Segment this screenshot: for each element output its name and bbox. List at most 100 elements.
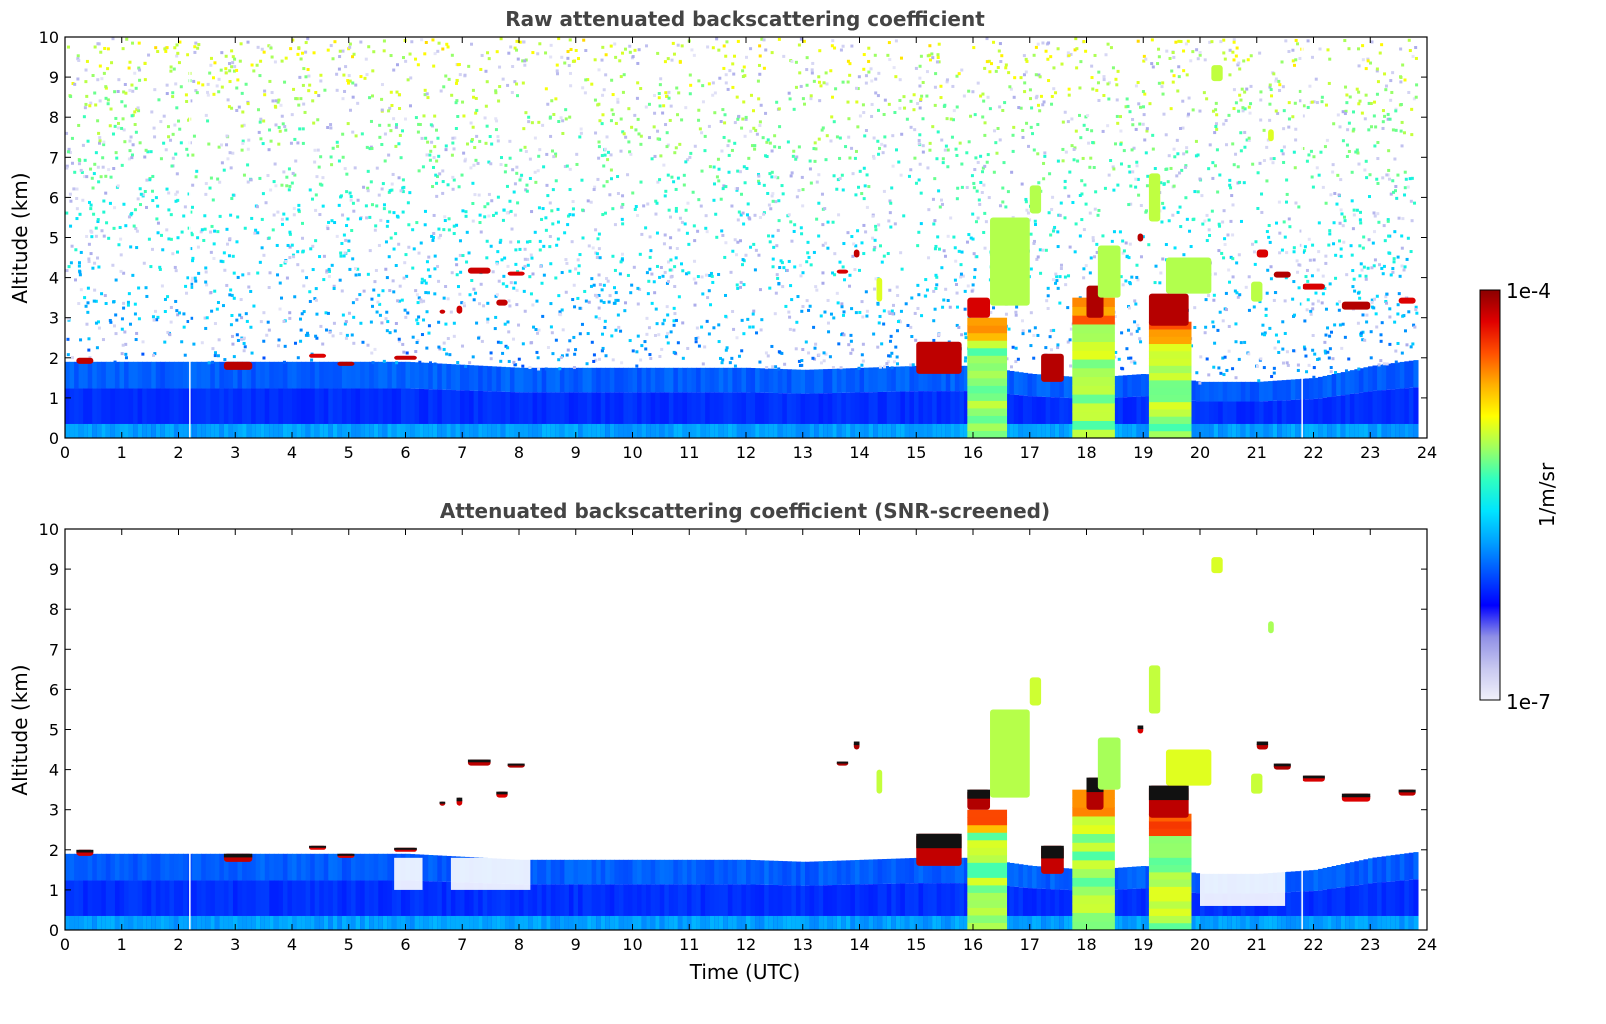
noise-speckle [1410, 133, 1413, 136]
noise-speckle [937, 56, 940, 59]
noise-speckle [1061, 148, 1064, 151]
noise-speckle [339, 255, 342, 258]
noise-speckle [524, 111, 527, 114]
aerosol-surface-strip [1259, 424, 1264, 438]
noise-speckle [855, 100, 858, 103]
noise-speckle [634, 128, 637, 131]
noise-speckle [398, 93, 401, 96]
noise-speckle [84, 159, 87, 162]
noise-speckle [807, 241, 810, 244]
noise-speckle [565, 262, 568, 265]
noise-speckle [1357, 91, 1360, 94]
noise-speckle [859, 114, 862, 117]
noise-speckle [223, 269, 226, 272]
noise-speckle [252, 305, 255, 308]
noise-speckle [278, 126, 281, 129]
aerosol-layer-strip [882, 367, 887, 392]
noise-speckle [472, 96, 475, 99]
noise-speckle [1329, 347, 1332, 350]
noise-speckle [130, 135, 133, 138]
noise-speckle [802, 97, 805, 100]
noise-speckle [1129, 357, 1132, 360]
noise-speckle [301, 250, 304, 253]
noise-speckle [605, 277, 608, 280]
noise-speckle [504, 170, 507, 173]
noise-speckle [310, 359, 313, 362]
noise-speckle [716, 175, 719, 178]
noise-speckle [920, 314, 923, 317]
noise-speckle [1245, 286, 1248, 289]
noise-speckle [164, 50, 167, 53]
noise-speckle [702, 362, 705, 365]
noise-speckle [1284, 39, 1287, 42]
noise-speckle [724, 294, 727, 297]
aerosol-surface-strip [1345, 424, 1350, 438]
noise-speckle [1304, 275, 1307, 278]
noise-speckle [1364, 117, 1367, 120]
noise-speckle [296, 250, 299, 253]
noise-speckle [688, 156, 691, 159]
noise-speckle [1134, 178, 1137, 181]
aerosol-layer-strip [333, 362, 338, 389]
noise-speckle [1313, 258, 1316, 261]
noise-speckle [939, 96, 942, 99]
noise-speckle [1398, 292, 1401, 295]
noise-speckle [299, 97, 302, 100]
noise-speckle [1265, 314, 1268, 317]
noise-speckle [1411, 177, 1414, 180]
noise-speckle [986, 60, 989, 63]
noise-speckle [1325, 308, 1328, 311]
noise-speckle [616, 175, 619, 178]
noise-speckle [709, 165, 712, 168]
noise-speckle [723, 256, 726, 259]
noise-speckle [350, 195, 353, 198]
noise-speckle [319, 155, 322, 158]
aerosol-layer-strip [206, 362, 211, 389]
noise-speckle [154, 46, 157, 49]
aerosol-layer-strip [197, 362, 202, 389]
noise-speckle [1309, 310, 1312, 313]
noise-speckle [323, 255, 326, 258]
noise-speckle [985, 220, 988, 223]
noise-speckle [1200, 194, 1203, 197]
noise-speckle [539, 240, 542, 243]
aerosol-surface-strip [197, 424, 202, 438]
noise-speckle [676, 247, 679, 250]
noise-speckle [288, 185, 291, 188]
noise-speckle [1270, 265, 1273, 268]
aerosol-layer-strip [260, 362, 265, 389]
noise-speckle [1339, 178, 1342, 181]
aerosol-surface-strip [587, 424, 592, 438]
noise-speckle [1189, 59, 1192, 62]
aerosol-surface-strip [1400, 424, 1405, 438]
noise-speckle [681, 321, 684, 324]
aerosol-surface-strip [1386, 424, 1391, 438]
noise-speckle [1266, 230, 1269, 233]
noise-speckle [910, 335, 913, 338]
noise-speckle [346, 334, 349, 337]
noise-speckle [115, 279, 118, 282]
noise-speckle [902, 95, 905, 98]
noise-speckle [862, 343, 865, 346]
noise-speckle [73, 171, 76, 174]
noise-speckle [427, 256, 430, 259]
noise-speckle [392, 290, 395, 293]
noise-speckle [551, 222, 554, 225]
noise-speckle [675, 319, 678, 322]
noise-speckle [601, 113, 604, 116]
noise-speckle [474, 292, 477, 295]
noise-speckle [1273, 372, 1276, 375]
noise-speckle [665, 335, 668, 338]
noise-speckle [1318, 221, 1321, 224]
noise-speckle [1261, 324, 1264, 327]
aerosol-surface-strip [850, 424, 855, 438]
noise-speckle [1330, 370, 1333, 373]
noise-speckle [769, 207, 772, 210]
noise-speckle [82, 144, 85, 147]
noise-speckle [544, 51, 547, 54]
noise-speckle [781, 184, 784, 187]
noise-speckle [658, 96, 661, 99]
noise-speckle [145, 295, 148, 298]
aerosol-surface-strip [88, 424, 93, 438]
noise-speckle [669, 246, 672, 249]
